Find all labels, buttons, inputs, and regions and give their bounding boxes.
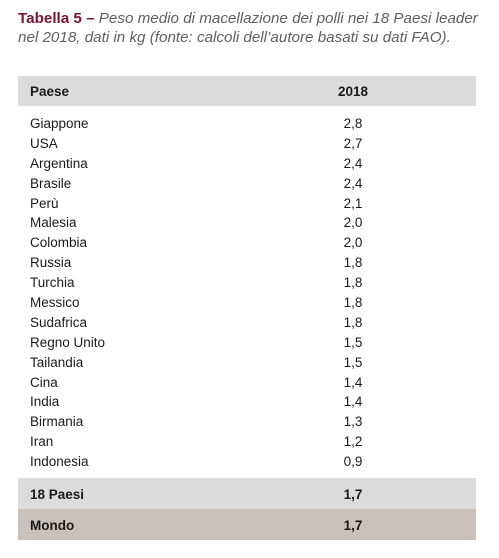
- country-cell: Cina: [30, 374, 58, 390]
- value-cell: 0,9: [343, 454, 363, 470]
- value-cell: 2,8: [343, 116, 363, 131]
- value-cell: 1,3: [343, 414, 363, 430]
- table-row: Tailandia 1,5: [18, 353, 476, 373]
- table-header: Paese 2018: [18, 76, 476, 106]
- value-cell: 1,5: [343, 354, 363, 370]
- value-cell: 2,0: [343, 235, 363, 251]
- country-cell: Argentina: [30, 155, 88, 171]
- value-cell: 2,7: [343, 135, 363, 151]
- caption-label: Tabella 5 –: [18, 10, 95, 27]
- header-year: 2018: [337, 84, 369, 99]
- table-row: Birmania 1,3: [18, 412, 476, 432]
- value-cell: 2,0: [343, 215, 363, 231]
- table-row: Argentina 2,4: [18, 154, 476, 174]
- country-cell: USA: [30, 135, 58, 151]
- total-row-world: Mondo 1,7: [18, 509, 476, 541]
- value-cell: 2,1: [343, 195, 363, 211]
- country-cell: Perù: [30, 195, 59, 211]
- country-cell: Giappone: [30, 116, 89, 131]
- caption-text: Peso medio di macellazione dei polli nei…: [18, 10, 478, 46]
- table-row: Giappone 2,8: [18, 114, 476, 134]
- table-row: Iran 1,2: [18, 432, 476, 452]
- table-row: Messico 1,8: [18, 293, 476, 313]
- country-cell: Messico: [30, 295, 80, 311]
- country-cell: Tailandia: [30, 354, 84, 370]
- value-cell: 2,4: [343, 155, 363, 171]
- total-label: 18 Paesi: [30, 487, 85, 503]
- table-row: Colombia 2,0: [18, 233, 476, 253]
- table-row: Sudafrica 1,8: [18, 313, 476, 333]
- world-value: 1,7: [343, 518, 363, 534]
- table-row: Malesia 2,0: [18, 213, 476, 233]
- country-cell: Sudafrica: [30, 314, 88, 330]
- value-cell: 1,4: [343, 374, 363, 390]
- country-cell: Turchia: [30, 275, 75, 291]
- table-row: Perù 2,1: [18, 194, 476, 214]
- value-cell: 1,8: [343, 295, 363, 311]
- world-label: Mondo: [30, 518, 75, 534]
- table-caption: Tabella 5 – Peso medio di macellazione d…: [18, 9, 488, 47]
- country-cell: Russia: [30, 255, 72, 271]
- value-cell: 1,8: [343, 275, 363, 291]
- table-row: Turchia 1,8: [18, 273, 476, 293]
- value-cell: 1,2: [343, 434, 363, 450]
- country-cell: Iran: [30, 434, 54, 450]
- value-cell: 2,4: [343, 175, 363, 191]
- header-country: Paese: [30, 84, 70, 99]
- value-cell: 1,8: [343, 255, 363, 271]
- country-cell: Malesia: [30, 215, 77, 231]
- table-row: India 1,4: [18, 392, 476, 412]
- country-cell: Indonesia: [30, 454, 89, 470]
- table-row: Cina 1,4: [18, 373, 476, 393]
- table-row: Russia 1,8: [18, 253, 476, 273]
- table-row: Indonesia 0,9: [18, 452, 476, 472]
- total-row-18-countries: 18 Paesi 1,7: [18, 478, 476, 510]
- country-cell: Birmania: [30, 414, 84, 430]
- table-row: USA 2,7: [18, 134, 476, 154]
- total-value: 1,7: [343, 487, 363, 503]
- value-cell: 1,8: [343, 314, 363, 330]
- country-cell: Regno Unito: [30, 334, 106, 350]
- country-cell: Colombia: [30, 235, 88, 251]
- country-cell: India: [30, 394, 60, 410]
- table-row: Brasile 2,4: [18, 174, 476, 194]
- value-cell: 1,5: [343, 334, 363, 350]
- value-cell: 1,4: [343, 394, 363, 410]
- country-cell: Brasile: [30, 175, 72, 191]
- table-row: Regno Unito 1,5: [18, 333, 476, 353]
- data-table: Paese 2018 Giappone 2,8 USA 2,7 Argentina 2,4…: [18, 76, 476, 541]
- table-body: Giappone 2,8 USA 2,7 Argentina 2,4 Brasile 2,4 P…: [18, 106, 476, 478]
